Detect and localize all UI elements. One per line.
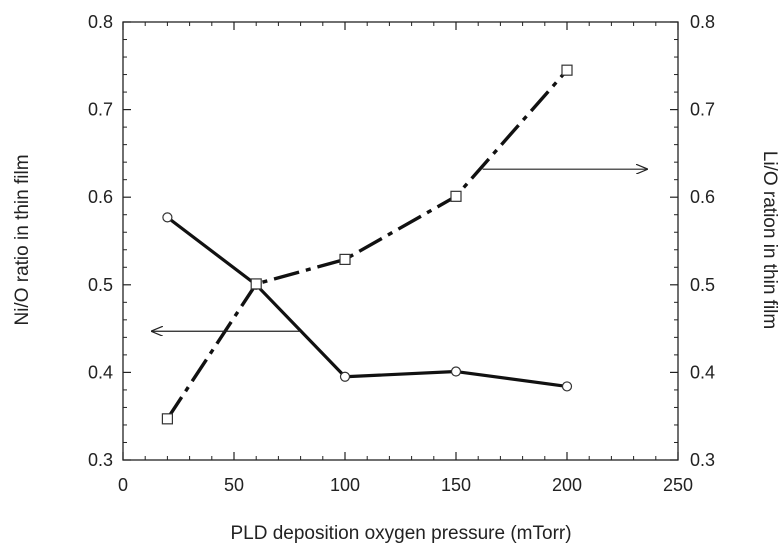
x-tick-label: 0 xyxy=(118,475,128,495)
y-left-tick-label: 0.4 xyxy=(88,362,113,382)
left-y-axis-label: Ni/O ratio in thin film xyxy=(12,154,33,325)
y-right-tick-label: 0.6 xyxy=(690,187,715,207)
plot-area: 0 50 100 150 200 250 0.3 0.3 0.4 0.4 0.5 0.5 0.6 0.6 0… xyxy=(88,12,715,495)
y-right-tick-label: 0.5 xyxy=(690,275,715,295)
x-tick-label: 250 xyxy=(663,475,693,495)
li-o-series-line xyxy=(165,69,569,420)
y-right-tick-label: 0.7 xyxy=(690,100,715,120)
li-o-data-point xyxy=(339,253,351,265)
li-o-data-point xyxy=(450,190,462,202)
ni-o-data-point xyxy=(450,366,462,377)
y-left-tick-label: 0.5 xyxy=(88,275,113,295)
y-left-tick-label: 0.7 xyxy=(88,100,113,120)
ni-o-data-point xyxy=(561,381,573,392)
li-o-data-point xyxy=(250,278,262,290)
li-o-data-point xyxy=(561,64,573,76)
y-left-tick-label: 0.8 xyxy=(88,12,113,32)
x-tick-label: 100 xyxy=(330,475,360,495)
x-tick-label: 200 xyxy=(552,475,582,495)
plot-frame xyxy=(122,21,679,461)
x-tick-label: 150 xyxy=(441,475,471,495)
ni-o-data-point xyxy=(339,371,351,382)
li-o-data-point xyxy=(161,413,173,425)
ni-o-data-point xyxy=(162,212,173,223)
y-right-tick-label: 0.3 xyxy=(690,450,715,470)
ni-o-series-line xyxy=(166,216,568,389)
x-axis-label: PLD deposition oxygen pressure (mTorr) xyxy=(230,523,571,544)
x-tick-label: 50 xyxy=(224,475,244,495)
y-left-tick-label: 0.3 xyxy=(88,450,113,470)
y-right-tick-label: 0.8 xyxy=(690,12,715,32)
right-y-axis-label: Li/O ration in thin film xyxy=(759,151,780,329)
y-right-tick-label: 0.4 xyxy=(690,362,715,382)
y-left-tick-label: 0.6 xyxy=(88,187,113,207)
